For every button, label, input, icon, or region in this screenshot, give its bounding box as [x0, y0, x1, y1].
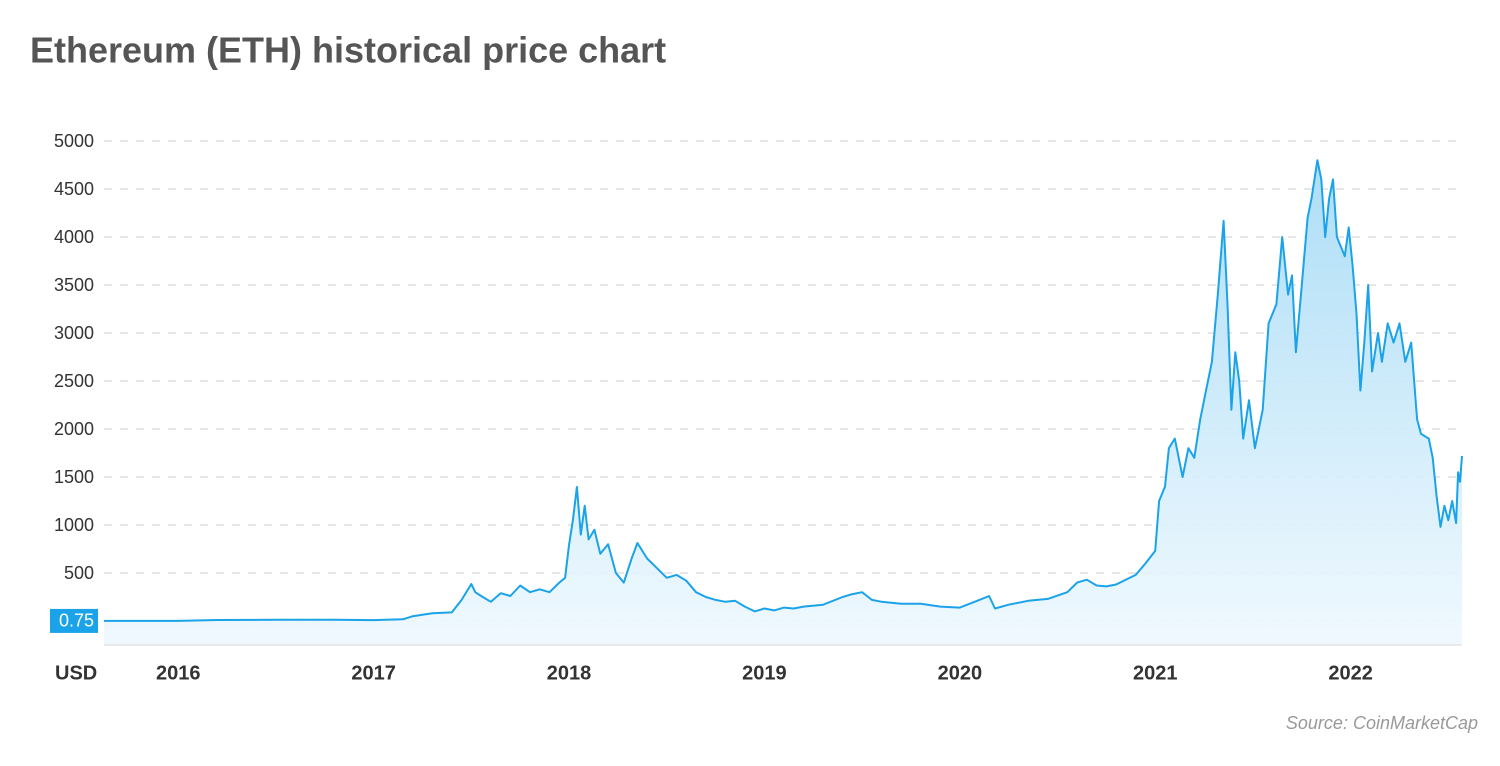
x-tick-label: 2021	[1133, 662, 1178, 684]
area	[104, 160, 1462, 645]
y-tick-highlight	[50, 608, 98, 633]
y-tick-label: 1000	[54, 515, 94, 535]
y-tick-label: 2000	[54, 419, 94, 439]
y-tick-label: 2500	[54, 371, 94, 391]
y-tick-label: 0.75	[59, 611, 94, 631]
x-tick-label: 2018	[547, 662, 592, 684]
x-tick-label: 2016	[156, 662, 201, 684]
x-tick-label: 2020	[938, 662, 983, 684]
line	[104, 159, 1463, 622]
y-tick-label: 4500	[54, 179, 94, 199]
y-axis-unit: USD	[55, 662, 97, 684]
y-tick-label: 3000	[54, 323, 94, 343]
chart-title: Ethereum (ETH) historical price chart	[30, 30, 666, 71]
x-tick-label: 2022	[1328, 662, 1373, 684]
y-tick-label: 3500	[54, 275, 94, 295]
y-tick-label: 1500	[54, 467, 94, 487]
x-tick-label: 2017	[351, 662, 396, 684]
y-tick-label: 5000	[54, 131, 94, 151]
y-tick-label: 4000	[54, 227, 94, 247]
source: Source: CoinMarketCap	[1286, 713, 1478, 733]
x-tick-label: 2019	[742, 662, 787, 684]
y-tick-label: 500	[64, 563, 94, 583]
